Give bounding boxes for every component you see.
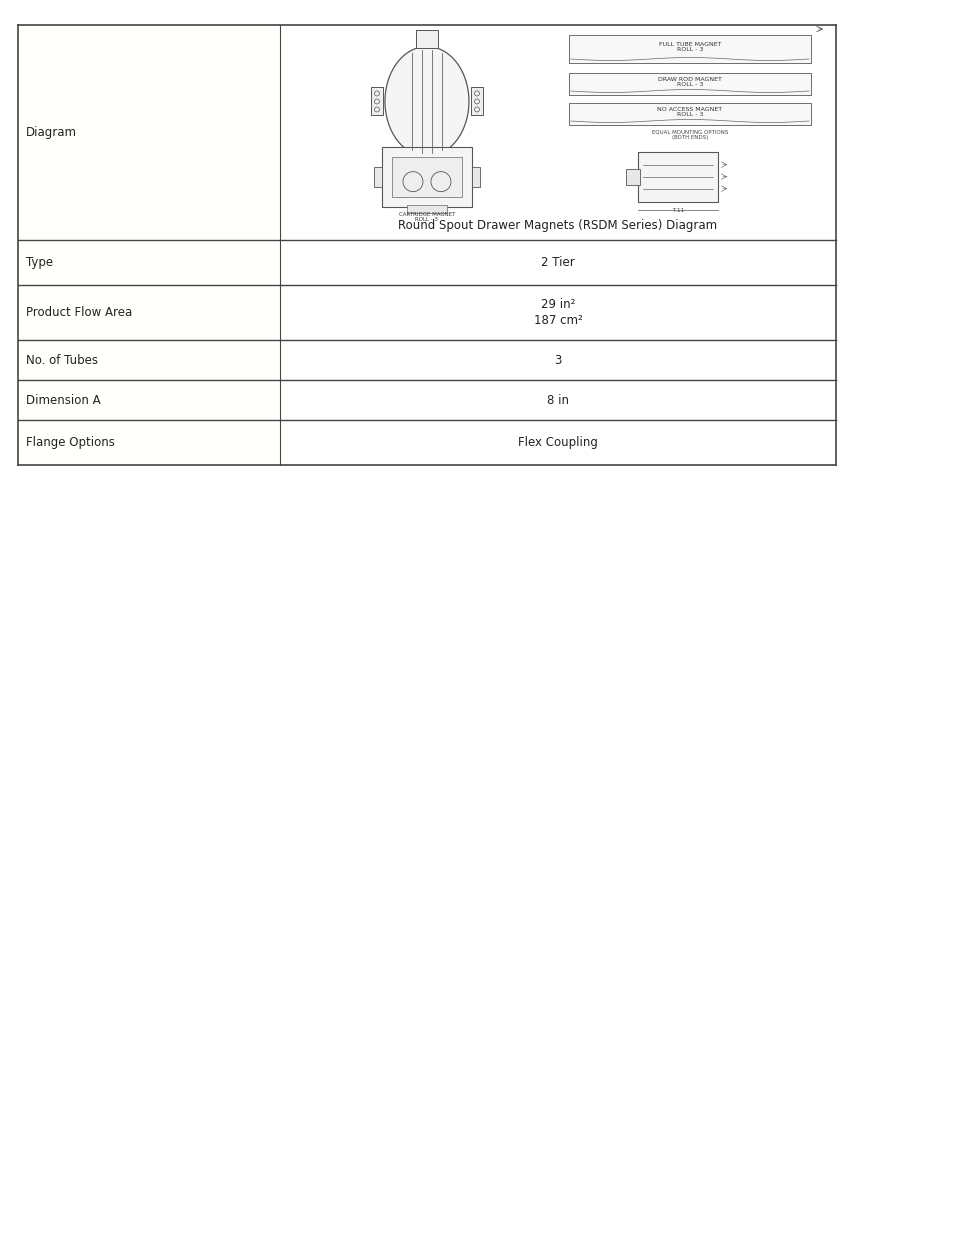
Bar bbox=[381, 147, 472, 206]
Text: CARTRIDGE MAGNET
ROLL - 3: CARTRIDGE MAGNET ROLL - 3 bbox=[398, 211, 455, 222]
Text: EQUAL MOUNTING OPTIONS
(BOTH ENDS): EQUAL MOUNTING OPTIONS (BOTH ENDS) bbox=[651, 128, 727, 140]
Bar bbox=[472, 167, 479, 186]
Bar bbox=[471, 88, 482, 115]
Bar bbox=[371, 88, 382, 115]
Bar bbox=[280, 420, 835, 466]
Text: FULL TUBE MAGNET
ROLL - 3: FULL TUBE MAGNET ROLL - 3 bbox=[658, 42, 720, 52]
Bar bbox=[568, 73, 810, 95]
Ellipse shape bbox=[385, 47, 469, 157]
Bar bbox=[18, 340, 280, 380]
Bar bbox=[638, 152, 718, 201]
Bar bbox=[413, 154, 440, 170]
Bar bbox=[18, 25, 280, 240]
Bar bbox=[280, 285, 835, 340]
Text: 2 Tier: 2 Tier bbox=[540, 256, 575, 269]
Text: Dimension A: Dimension A bbox=[26, 394, 100, 406]
Bar bbox=[280, 240, 835, 285]
Text: T 11: T 11 bbox=[672, 207, 683, 212]
Text: DRAW ROD MAGNET
ROLL - 3: DRAW ROD MAGNET ROLL - 3 bbox=[658, 77, 721, 88]
Bar bbox=[392, 157, 461, 196]
Text: No. of Tubes: No. of Tubes bbox=[26, 353, 98, 367]
Bar bbox=[625, 169, 639, 185]
Text: Round Spout Drawer Magnets (RSDM Series) Diagram: Round Spout Drawer Magnets (RSDM Series)… bbox=[398, 219, 717, 232]
Bar bbox=[407, 205, 447, 212]
Bar bbox=[374, 167, 381, 186]
Text: Flange Options: Flange Options bbox=[26, 436, 114, 450]
Text: 29 in²
187 cm²: 29 in² 187 cm² bbox=[533, 299, 581, 326]
Bar bbox=[280, 380, 835, 420]
Bar bbox=[18, 420, 280, 466]
Text: Diagram: Diagram bbox=[26, 126, 77, 140]
Bar bbox=[18, 380, 280, 420]
Bar bbox=[280, 25, 835, 240]
Bar bbox=[568, 35, 810, 63]
Bar bbox=[416, 31, 437, 48]
Text: Flex Coupling: Flex Coupling bbox=[517, 436, 598, 450]
Bar bbox=[18, 240, 280, 285]
Text: Type: Type bbox=[26, 256, 53, 269]
Bar bbox=[568, 103, 810, 125]
Bar bbox=[280, 340, 835, 380]
Text: 8 in: 8 in bbox=[546, 394, 568, 406]
Text: 3: 3 bbox=[554, 353, 561, 367]
Text: NO ACCESS MAGNET
ROLL - 3: NO ACCESS MAGNET ROLL - 3 bbox=[657, 106, 721, 117]
Text: Product Flow Area: Product Flow Area bbox=[26, 306, 132, 319]
Bar bbox=[18, 285, 280, 340]
